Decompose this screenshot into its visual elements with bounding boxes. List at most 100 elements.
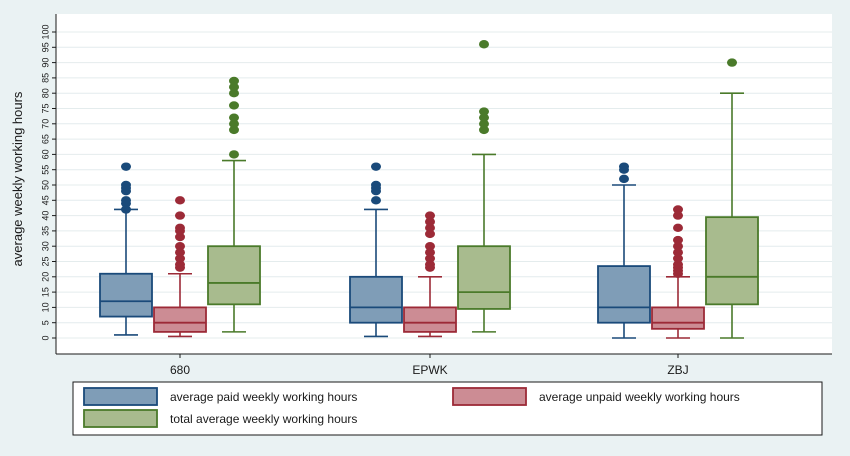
grid-lines [56, 31, 832, 339]
outlier-point [175, 211, 185, 220]
outlier-point [175, 248, 185, 257]
legend-swatch [452, 387, 527, 406]
outlier-point [673, 211, 683, 220]
outlier-point [229, 119, 239, 128]
outlier-point [121, 162, 131, 171]
outlier-point [229, 76, 239, 86]
y-tick-label: 80 [40, 88, 50, 98]
y-tick-label: 25 [40, 256, 50, 266]
outlier-point [175, 196, 185, 205]
y-tick-label: 65 [40, 134, 50, 144]
outlier-point [229, 150, 239, 159]
y-tick-label: 15 [40, 287, 50, 297]
outlier-point [673, 242, 683, 251]
box-2-1 [457, 40, 511, 333]
y-ticks: 0 5 10 15 20 25 30 35 40 45 50 55 60 65 70 75 80 85 90 95 10… [40, 24, 56, 341]
outlier-point [175, 223, 185, 233]
y-tick-label: 30 [40, 241, 50, 251]
outlier-point [175, 232, 185, 242]
y-tick-label: 50 [40, 180, 50, 190]
legend-label: average unpaid weekly working hours [539, 390, 740, 404]
outlier-point [479, 107, 489, 116]
legend-swatch [83, 409, 158, 428]
outlier-point [425, 223, 435, 233]
box-2-2 [705, 58, 759, 339]
outlier-point [479, 113, 489, 122]
legend-label: average paid weekly working hours [170, 390, 357, 404]
outlier-point [425, 254, 435, 263]
box-iqr [457, 245, 511, 310]
box-iqr [153, 306, 207, 333]
outlier-point [425, 211, 435, 220]
box-iqr [705, 216, 759, 306]
y-axis-title: average weekly working hours [10, 91, 25, 266]
box-0-1 [349, 162, 403, 338]
y-tick-label: 60 [40, 149, 50, 159]
box-iqr [349, 275, 403, 324]
outlier-point [673, 254, 683, 263]
y-tick-label: 75 [40, 103, 50, 113]
outlier-point [175, 242, 185, 251]
outlier-point [371, 162, 381, 171]
y-tick-label: 95 [40, 42, 50, 52]
outlier-point [673, 205, 683, 214]
category-labels: 680 EPWK ZBJ [170, 354, 689, 377]
outlier-point [479, 119, 489, 128]
outlier-point [479, 125, 489, 135]
category-label: ZBJ [667, 363, 688, 377]
legend: average paid weekly working hours average… [72, 381, 823, 436]
y-tick-label: 5 [40, 320, 50, 325]
plot-area [56, 14, 832, 354]
y-tick-label: 45 [40, 195, 50, 205]
outlier-point [229, 125, 239, 135]
category-label: EPWK [412, 363, 447, 377]
outlier-point [121, 196, 131, 205]
outlier-point [425, 248, 435, 257]
box-1-0 [153, 196, 207, 338]
y-tick-label: 0 [40, 335, 50, 340]
box-1-1 [403, 211, 457, 338]
y-tick-label: 40 [40, 211, 50, 221]
outlier-point [425, 217, 435, 226]
box-2-0 [207, 76, 261, 333]
box-0-0 [99, 162, 153, 336]
y-tick-label: 85 [40, 73, 50, 83]
outlier-point [229, 101, 239, 110]
legend-frame [72, 381, 823, 436]
outlier-point [425, 260, 435, 269]
box-iqr [99, 272, 153, 318]
outlier-point [673, 248, 683, 257]
y-tick-label: 55 [40, 165, 50, 175]
y-tick-label: 90 [40, 58, 50, 68]
outlier-point [425, 229, 435, 239]
y-tick-label: 20 [40, 272, 50, 282]
category-label: 680 [170, 363, 190, 377]
box-1-2 [651, 205, 705, 339]
box-iqr [403, 306, 457, 333]
outlier-point [727, 58, 737, 67]
outlier-point [425, 242, 435, 251]
outlier-point [229, 89, 239, 98]
box-0-2 [597, 162, 651, 339]
y-tick-label: 10 [40, 302, 50, 312]
outlier-point [619, 174, 629, 184]
outlier-point [371, 196, 381, 205]
box-iqr [651, 306, 705, 330]
y-tick-label: 100 [40, 24, 50, 39]
y-tick-label: 70 [40, 119, 50, 129]
box-iqr [597, 265, 651, 324]
outlier-point [175, 260, 185, 269]
y-tick-label: 35 [40, 226, 50, 236]
legend-label: total average weekly working hours [170, 412, 357, 426]
outlier-point [619, 162, 629, 171]
outlier-point [121, 205, 131, 214]
boxes [99, 40, 759, 339]
box-iqr [207, 245, 261, 306]
outlier-point [371, 180, 381, 190]
outlier-point [175, 254, 185, 263]
outlier-point [229, 82, 239, 92]
legend-swatch [83, 387, 158, 406]
outlier-point [673, 223, 683, 233]
outlier-point [121, 180, 131, 190]
